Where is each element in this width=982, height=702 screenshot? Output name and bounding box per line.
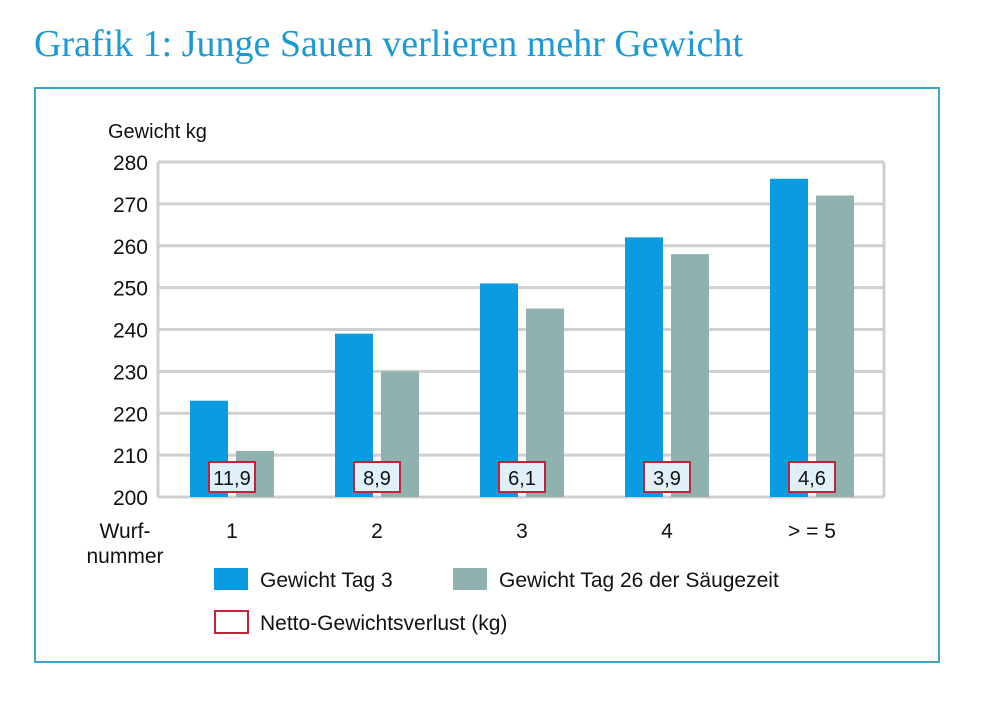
- y-tick-label: 220: [113, 403, 148, 426]
- bar-tag26: [671, 254, 709, 497]
- net-loss-label: 3,9: [653, 468, 681, 490]
- net-loss-box: [353, 461, 401, 493]
- y-tick-label: 270: [113, 194, 148, 217]
- net-loss-label: 11,9: [213, 468, 250, 490]
- x-tick-label: 2: [371, 520, 383, 543]
- x-axis-label-line: Wurf-: [100, 520, 151, 543]
- net-loss-box: [788, 461, 836, 493]
- net-loss-box: [208, 461, 256, 493]
- net-loss-label: 4,6: [798, 468, 826, 490]
- bar-tag3: [625, 237, 663, 497]
- x-tick-label: 1: [226, 520, 238, 543]
- y-tick-label: 230: [113, 361, 148, 384]
- y-tick-label: 210: [113, 445, 148, 468]
- legend-swatch-tag3: [214, 568, 248, 590]
- net-loss-box: [643, 461, 691, 493]
- legend-label-tag26: Gewicht Tag 26 der Säugezeit: [499, 569, 779, 592]
- y-tick-label: 280: [113, 152, 148, 175]
- x-axis-label-line: nummer: [86, 545, 163, 568]
- y-tick-label: 260: [113, 236, 148, 259]
- net-loss-label: 8,9: [363, 468, 391, 490]
- x-tick-label: > = 5: [788, 520, 836, 543]
- y-tick-label: 250: [113, 278, 148, 301]
- y-tick-label: 200: [113, 487, 148, 510]
- x-axis-label: Wurf-nummer: [86, 520, 163, 568]
- legend-swatch-tag26: [453, 568, 487, 590]
- y-axis-label: Gewicht kg: [108, 121, 207, 143]
- legend-label-net-loss: Netto-Gewichtsverlust (kg): [260, 612, 507, 635]
- x-tick-label: 4: [661, 520, 673, 543]
- net-loss-box: [498, 461, 546, 493]
- bar-tag3: [770, 178, 808, 497]
- legend-label-tag3: Gewicht Tag 3: [260, 569, 393, 592]
- bar-tag26: [816, 195, 854, 497]
- chart-frame: [34, 87, 940, 663]
- legend-swatch-net-loss: [214, 610, 249, 634]
- net-loss-label: 6,1: [508, 468, 536, 490]
- x-tick-label: 3: [516, 520, 528, 543]
- y-tick-label: 240: [113, 320, 148, 343]
- chart-title: Grafik 1: Junge Sauen verlieren mehr Gew…: [34, 23, 744, 65]
